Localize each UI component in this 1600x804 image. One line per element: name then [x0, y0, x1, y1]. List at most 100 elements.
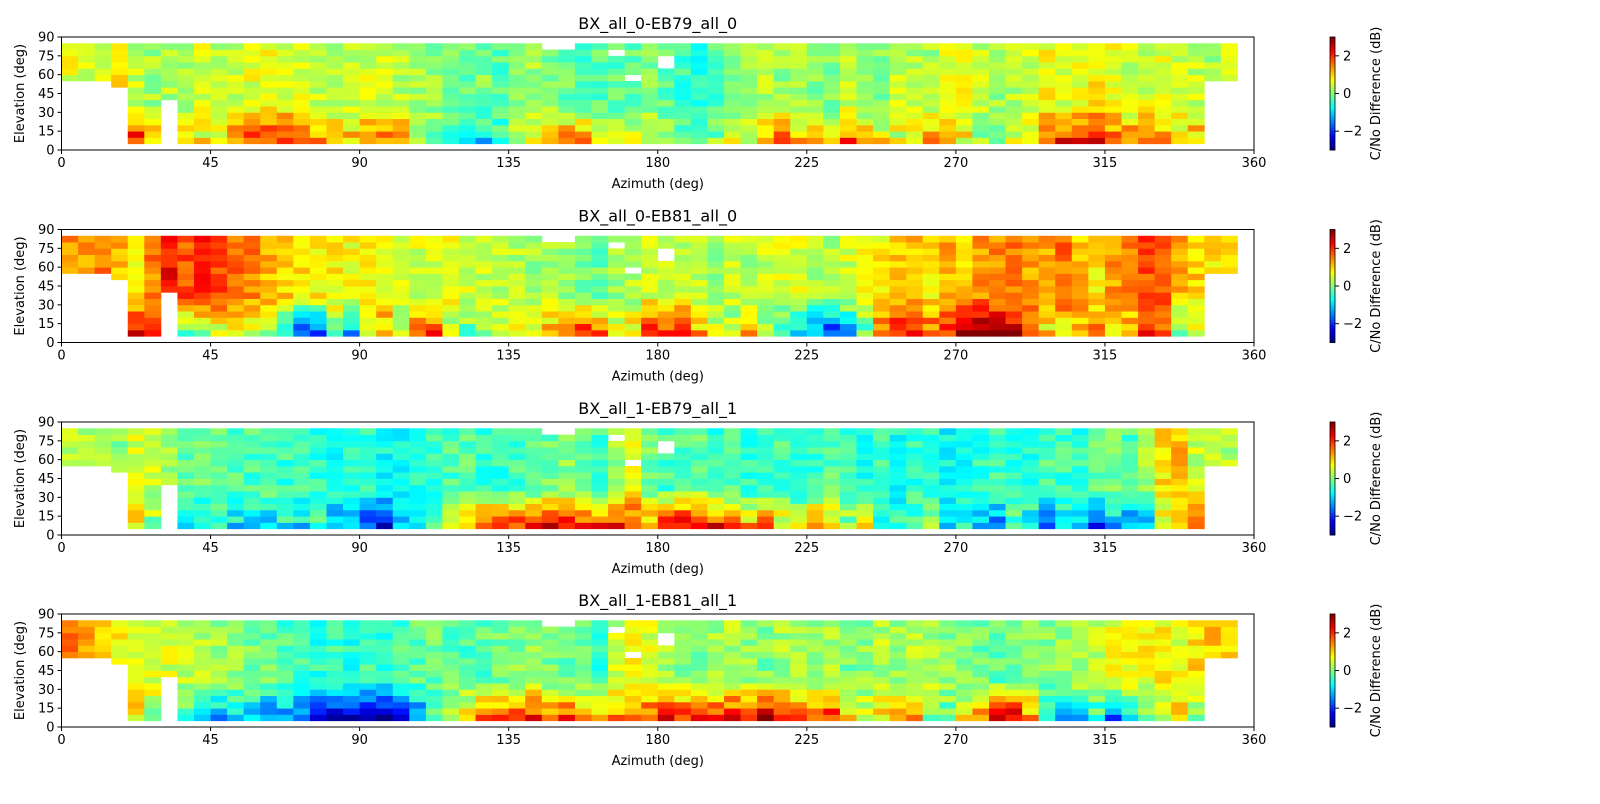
heatmap-cell: [1022, 701, 1040, 709]
heatmap-cell: [724, 664, 741, 671]
heatmap-cell: [541, 118, 559, 126]
heatmap-cell: [657, 651, 675, 659]
heatmap-cell: [442, 260, 460, 268]
heatmap-cell: [608, 323, 626, 331]
heatmap-cell: [657, 124, 675, 132]
heatmap-cell: [740, 235, 758, 243]
heatmap-cell: [409, 626, 427, 634]
heatmap-cell: [757, 670, 775, 678]
heatmap-cell: [177, 440, 195, 448]
heatmap-cell: [790, 701, 808, 709]
heatmap-cell: [177, 248, 195, 256]
heatmap-cell: [376, 657, 394, 665]
colorbar-swatch: [1330, 280, 1335, 283]
heatmap-cell: [740, 522, 758, 530]
heatmap-cell: [409, 516, 427, 523]
heatmap-cell: [591, 503, 609, 511]
heatmap-cell: [690, 273, 708, 281]
heatmap-cell: [873, 453, 891, 461]
heatmap-cell: [1005, 286, 1023, 293]
heatmap-cell: [376, 683, 394, 690]
heatmap-cell: [94, 242, 112, 249]
heatmap-cell: [442, 708, 460, 715]
heatmap-cell: [773, 497, 791, 505]
heatmap-cell: [624, 49, 642, 57]
heatmap-cell: [740, 664, 758, 671]
heatmap-cell: [1154, 93, 1172, 101]
heatmap-cell: [839, 645, 857, 653]
heatmap-cell: [1038, 491, 1056, 498]
heatmap-cell: [972, 87, 990, 94]
colorbar-swatch: [1330, 706, 1335, 709]
colorbar-swatch: [1330, 510, 1335, 513]
colorbar-swatch: [1330, 438, 1335, 442]
heatmap-cell: [541, 676, 559, 684]
heatmap-cell: [690, 137, 708, 145]
heatmap-cell: [1038, 676, 1056, 684]
heatmap-cell: [459, 503, 476, 511]
heatmap-cell: [939, 298, 957, 306]
heatmap-cell: [839, 254, 857, 262]
heatmap-cell: [674, 639, 692, 646]
heatmap-cell: [1138, 626, 1156, 634]
heatmap-cell: [227, 112, 245, 120]
heatmap-cell: [641, 68, 659, 76]
heatmap-cell: [144, 254, 162, 262]
heatmap-cell: [210, 459, 228, 467]
heatmap-cell: [1121, 311, 1139, 318]
heatmap-cell: [492, 491, 510, 498]
heatmap-cell: [574, 279, 592, 287]
heatmap-cell: [641, 670, 659, 678]
heatmap-cell: [475, 434, 493, 442]
heatmap-cell: [1038, 484, 1056, 492]
heatmap-cell: [922, 292, 940, 299]
heatmap-cell: [1171, 254, 1189, 262]
heatmap-cell: [1154, 632, 1172, 640]
heatmap-cell: [260, 478, 278, 486]
heatmap-cell: [972, 298, 990, 306]
heatmap-cell: [558, 298, 576, 306]
heatmap-cell: [1088, 267, 1106, 274]
heatmap-cell: [376, 323, 394, 331]
heatmap-cell: [177, 676, 195, 684]
heatmap-cell: [806, 62, 824, 69]
heatmap-cell: [525, 708, 543, 715]
heatmap-cell: [1104, 522, 1122, 530]
heatmap-cell: [160, 651, 178, 659]
heatmap-cell: [78, 428, 96, 435]
heatmap-cell: [227, 670, 245, 678]
heatmap-cell: [210, 55, 228, 63]
heatmap-cell: [939, 440, 957, 448]
heatmap-cell: [475, 701, 493, 709]
heatmap-cell: [972, 620, 990, 627]
heatmap-cell: [558, 329, 576, 337]
heatmap-cell: [856, 93, 874, 101]
heatmap-cell: [194, 503, 211, 511]
colorbar-swatch: [1330, 662, 1335, 666]
heatmap-cell: [889, 695, 907, 703]
heatmap-cell: [425, 676, 443, 684]
heatmap-cell: [177, 137, 195, 145]
heatmap-cell: [724, 478, 741, 486]
heatmap-cell: [939, 93, 957, 101]
heatmap-cell: [409, 323, 427, 331]
heatmap-cell: [906, 714, 924, 722]
heatmap-cell: [1204, 434, 1222, 442]
heatmap-cell: [1038, 87, 1056, 94]
heatmap-cell: [707, 87, 725, 94]
heatmap-cell: [343, 137, 361, 145]
heatmap-cell: [1022, 329, 1040, 337]
heatmap-cell: [1038, 80, 1056, 88]
heatmap-cell: [724, 242, 741, 249]
heatmap-cell: [392, 292, 410, 299]
heatmap-cell: [194, 639, 211, 646]
heatmap-cell: [1022, 626, 1040, 634]
heatmap-cell: [1138, 701, 1156, 709]
heatmap-cell: [94, 254, 112, 262]
heatmap-cell: [392, 689, 410, 697]
heatmap-cell: [657, 645, 675, 653]
heatmap-cell: [492, 311, 510, 318]
heatmap-cell: [1171, 317, 1189, 325]
heatmap-cell: [243, 248, 261, 256]
heatmap-cell: [955, 273, 973, 281]
